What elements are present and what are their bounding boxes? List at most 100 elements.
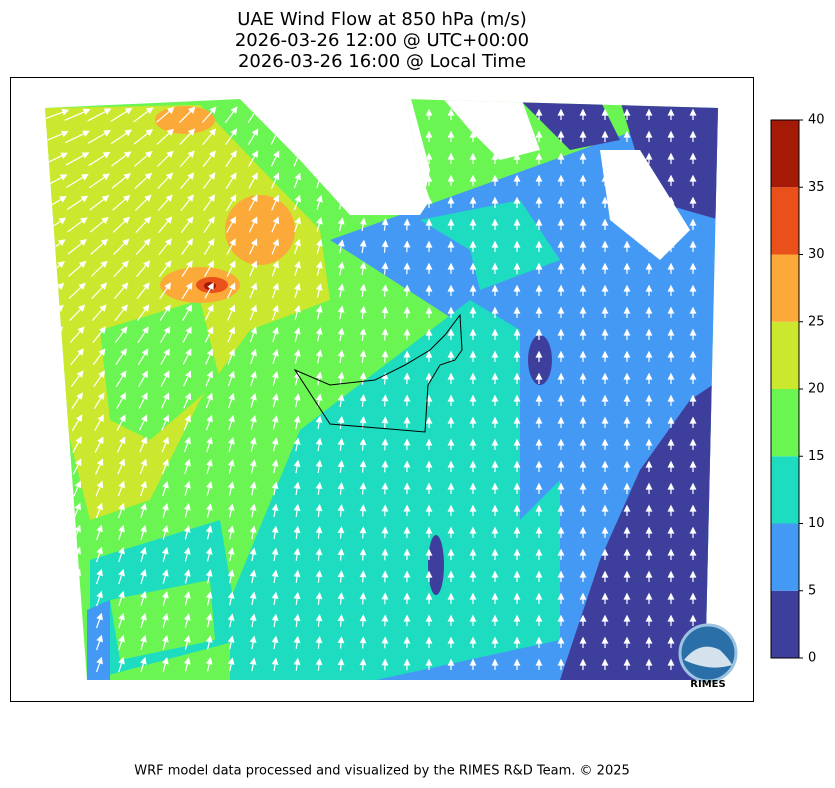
wind-arrow — [513, 350, 521, 362]
wind-arrow — [623, 328, 631, 340]
uae-border — [293, 313, 463, 433]
wind-arrow — [315, 239, 323, 254]
wind-arrow — [92, 326, 107, 344]
wind-arrow — [491, 108, 499, 120]
wind-arrow — [118, 634, 125, 651]
wind-arrow — [227, 613, 235, 628]
wind-arrow — [381, 416, 389, 429]
wind-arrow — [601, 350, 609, 362]
wind-arrow — [425, 350, 433, 362]
wind-arrow — [601, 438, 609, 450]
wind-arrow — [161, 525, 169, 540]
wind-arrow — [579, 174, 587, 186]
wind-arrow — [645, 240, 653, 252]
wind-arrow — [184, 480, 191, 496]
wind-arrow — [403, 350, 411, 363]
colorbar-tick-label: 40 — [808, 113, 825, 128]
wind-arrow — [96, 656, 103, 673]
wind-arrow — [250, 392, 257, 408]
wind-arrow — [96, 524, 103, 541]
wind-arrow — [293, 547, 301, 561]
wind-arrow — [557, 196, 565, 208]
wind-arrow — [338, 107, 345, 122]
wind-arrow — [535, 614, 543, 626]
wind-arrow — [381, 548, 389, 561]
wind-arrow — [359, 393, 367, 407]
wind-arrow — [601, 108, 609, 120]
wind-arrow — [51, 634, 59, 651]
wind-arrow — [337, 151, 345, 166]
wind-arrow — [579, 218, 587, 230]
wind-arrow — [469, 570, 477, 582]
wind-arrow — [133, 107, 154, 123]
wind-arrow — [140, 656, 147, 672]
wind-arrow — [337, 393, 345, 408]
wind-arrow — [337, 239, 345, 254]
wind-arrow — [271, 260, 279, 277]
wind-arrow — [205, 635, 213, 650]
wind-arrow — [447, 306, 455, 318]
wind-arrow — [645, 394, 653, 406]
wind-arrow — [491, 262, 499, 274]
wind-arrow — [425, 438, 433, 450]
wind-arrow — [293, 437, 301, 452]
wind-arrow — [447, 240, 455, 252]
wind-arrow — [69, 304, 86, 321]
wind-arrow — [579, 636, 587, 648]
wind-arrow — [227, 348, 235, 365]
wind-arrow — [557, 152, 565, 164]
wind-arrow — [403, 636, 411, 649]
wind-arrow — [557, 174, 565, 186]
wind-arrow — [293, 569, 301, 583]
wind-arrow — [689, 592, 697, 604]
wind-arrow — [535, 592, 543, 604]
wind-arrow — [645, 218, 653, 230]
wind-arrow — [579, 548, 587, 560]
wind-arrow — [249, 260, 258, 277]
wind-arrow — [73, 656, 81, 673]
wind-arrow — [204, 282, 214, 299]
wind-arrow — [381, 262, 389, 275]
wind-arrow — [403, 328, 411, 341]
wind-arrow — [447, 152, 455, 164]
wind-arrow — [623, 658, 631, 670]
wind-speed-region — [230, 300, 560, 680]
wind-arrow — [447, 482, 455, 494]
wind-arrow — [491, 130, 499, 142]
wind-arrow — [403, 306, 411, 319]
wind-arrow — [183, 635, 191, 650]
wind-arrow — [159, 326, 171, 343]
wind-arrow — [183, 525, 191, 540]
wind-arrow — [337, 504, 345, 517]
wind-arrow — [425, 548, 433, 560]
wind-arrow — [469, 240, 477, 252]
wind-arrow — [271, 657, 279, 672]
wind-arrow — [425, 416, 433, 428]
wind-arrow — [491, 482, 499, 494]
wind-arrow — [227, 635, 235, 650]
wind-arrow — [579, 482, 587, 494]
wind-arrow — [66, 173, 89, 188]
title-line: 2026-03-26 12:00 @ UTC+00:00 — [235, 30, 529, 51]
wind-arrow — [227, 591, 235, 606]
wind-arrow — [403, 526, 411, 539]
wind-arrow — [249, 326, 257, 343]
wind-arrow — [294, 260, 301, 277]
wind-arrow — [447, 196, 455, 208]
wind-arrow — [601, 328, 609, 340]
wind-arrow — [447, 108, 455, 120]
wind-arrow — [667, 130, 675, 142]
wind-arrow — [667, 438, 675, 450]
wind-arrow — [293, 591, 301, 605]
wind-arrow — [601, 526, 609, 538]
wind-arrow — [112, 194, 131, 211]
wind-arrow — [447, 526, 455, 538]
wind-arrow — [271, 459, 279, 474]
wind-arrow — [535, 636, 543, 648]
wind-arrow — [425, 284, 433, 296]
wind-arrow — [116, 414, 126, 431]
wind-arrow — [134, 150, 153, 167]
wind-arrow — [337, 129, 345, 144]
wind-arrow — [68, 282, 86, 299]
